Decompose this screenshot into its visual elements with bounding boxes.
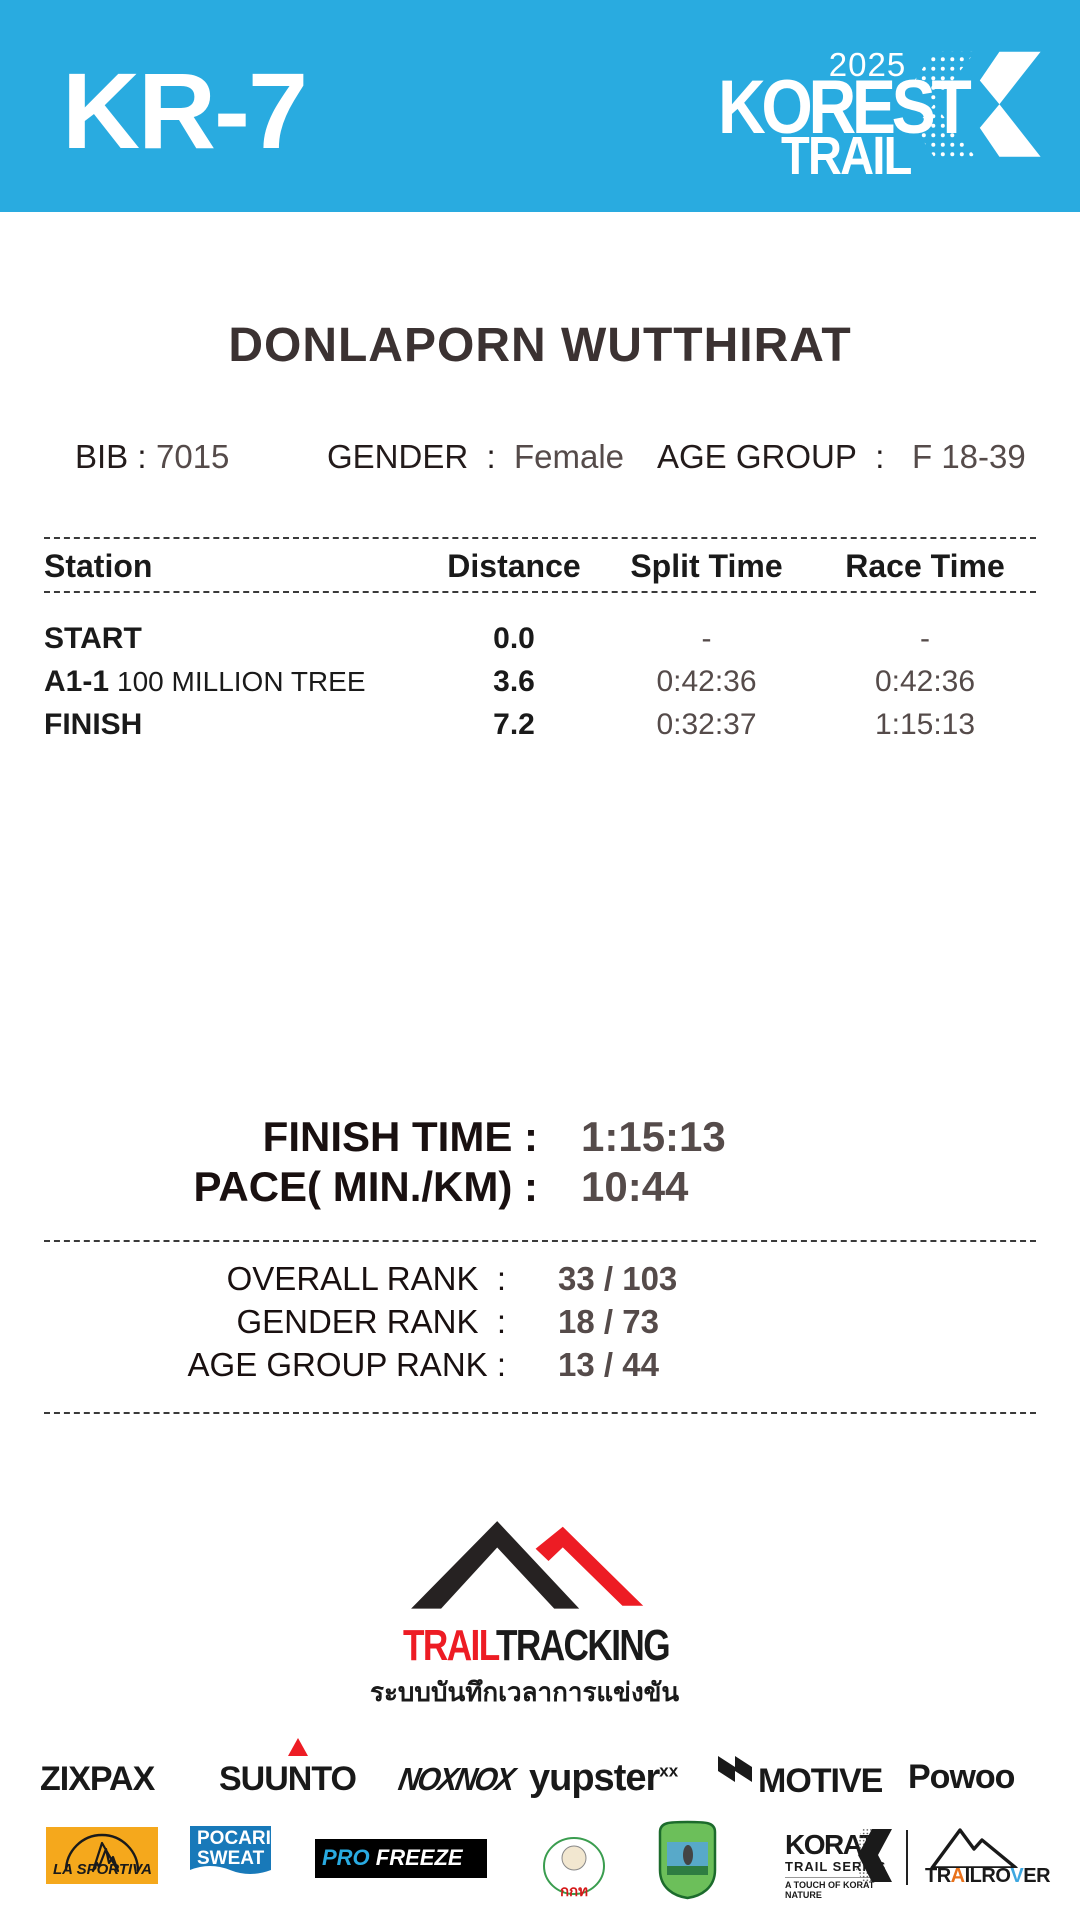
svg-text:กกท: กกท (560, 1883, 588, 1900)
